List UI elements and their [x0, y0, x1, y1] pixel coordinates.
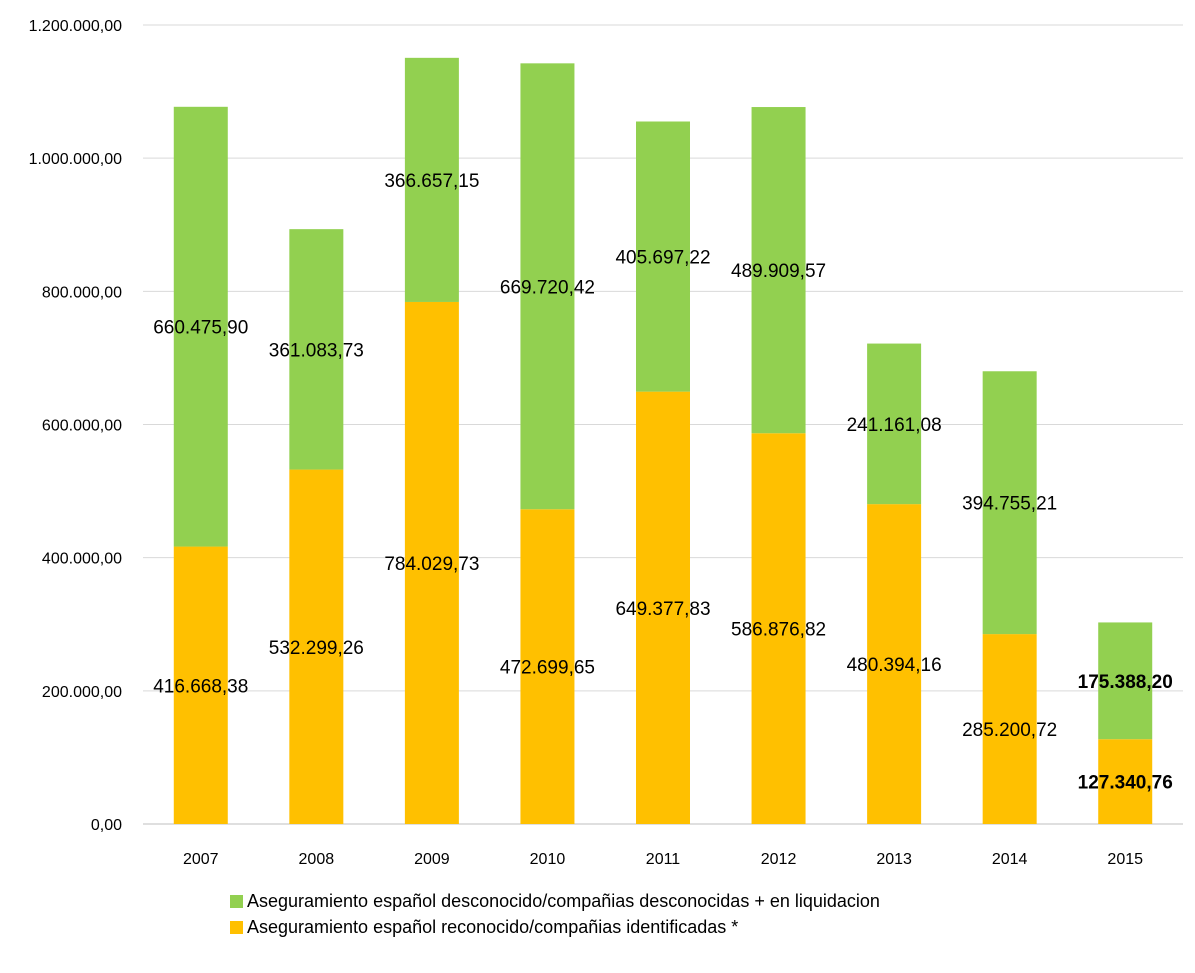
bar-segment-reconocido	[867, 504, 922, 824]
bar-segment-reconocido	[751, 433, 806, 824]
bar-segment-desconocido	[751, 107, 806, 434]
y-tick-label: 400.000,00	[42, 551, 122, 568]
bar-segment-desconocido	[520, 63, 575, 510]
bar-segment-desconocido	[867, 343, 922, 505]
y-axis-ticks: 0,00 200.000,00 400.000,00 600.000,00 800.00…	[29, 18, 123, 834]
x-tick-label: 2008	[299, 851, 335, 868]
data-labels: 416.668,38 660.475,90 532.299,26 361.083,73…	[153, 171, 1173, 794]
data-label-desconocido: 361.083,73	[269, 340, 364, 361]
legend-label-reconocido: Aseguramiento español reconocido/compañi…	[247, 916, 739, 937]
x-tick-label: 2012	[761, 851, 797, 868]
stacked-bar-chart: 0,00 200.000,00 400.000,00 600.000,00 800.00…	[29, 18, 1183, 868]
data-label-reconocido: 586.876,82	[731, 620, 826, 641]
x-tick-label: 2010	[530, 851, 566, 868]
x-tick-label: 2009	[414, 851, 450, 868]
legend-swatch-orange	[230, 920, 243, 934]
data-label-desconocido: 366.657,15	[384, 171, 479, 192]
y-tick-label: 1.000.000,00	[29, 151, 123, 168]
data-label-reconocido: 285.200,72	[962, 720, 1057, 741]
bar-segment-desconocido	[982, 371, 1037, 635]
bar-segment-desconocido	[404, 57, 459, 302]
y-tick-label: 200.000,00	[42, 684, 122, 701]
bar-segment-desconocido	[289, 229, 344, 470]
data-label-desconocido: 394.755,21	[962, 494, 1057, 515]
x-tick-label: 2007	[183, 851, 219, 868]
y-tick-label: 600.000,00	[42, 418, 122, 435]
bar-segment-reconocido	[1098, 739, 1153, 824]
x-axis-ticks: 2007 2008 2009 2010 2011 2012 2013 2014 2015	[183, 851, 1143, 868]
bar-segment-desconocido	[173, 106, 228, 547]
bars	[173, 57, 1153, 824]
legend-item-reconocido: Aseguramiento español reconocido/compañi…	[230, 914, 880, 940]
x-tick-label: 2014	[992, 851, 1028, 868]
data-label-reconocido: 472.699,65	[500, 658, 595, 679]
bar-segment-desconocido	[1098, 622, 1153, 740]
bar-segment-desconocido	[636, 121, 690, 392]
x-tick-label: 2015	[1107, 851, 1143, 868]
bar-segment-reconocido	[636, 391, 690, 824]
data-label-desconocido: 489.909,57	[731, 261, 826, 282]
y-tick-label: 0,00	[91, 817, 122, 834]
data-label-reconocido: 649.377,83	[615, 599, 710, 620]
legend-label-desconocido: Aseguramiento español desconocido/compañ…	[247, 890, 880, 911]
legend-swatch-green	[230, 894, 243, 908]
data-label-desconocido: 660.475,90	[153, 318, 248, 339]
bar-segment-reconocido	[982, 634, 1037, 824]
bar-segment-reconocido	[173, 546, 228, 824]
data-label-desconocido: 175.388,20	[1078, 672, 1173, 693]
data-label-reconocido: 532.299,26	[269, 638, 364, 659]
x-tick-label: 2013	[876, 851, 912, 868]
bar-segment-reconocido	[404, 301, 459, 824]
y-tick-label: 800.000,00	[42, 284, 122, 301]
data-label-desconocido: 669.720,42	[500, 277, 595, 298]
y-tick-label: 1.200.000,00	[29, 18, 123, 35]
data-label-reconocido: 480.394,16	[847, 655, 942, 676]
data-label-desconocido: 241.161,08	[847, 415, 942, 436]
data-label-reconocido: 127.340,76	[1078, 773, 1173, 794]
data-label-desconocido: 405.697,22	[615, 248, 710, 269]
legend: Aseguramiento español desconocido/compañ…	[230, 888, 880, 940]
data-label-reconocido: 416.668,38	[153, 676, 248, 697]
x-tick-label: 2011	[646, 851, 681, 868]
data-label-reconocido: 784.029,73	[384, 554, 479, 575]
bar-segment-reconocido	[520, 509, 575, 824]
legend-item-desconocido: Aseguramiento español desconocido/compañ…	[230, 888, 880, 914]
bar-segment-reconocido	[289, 469, 344, 824]
